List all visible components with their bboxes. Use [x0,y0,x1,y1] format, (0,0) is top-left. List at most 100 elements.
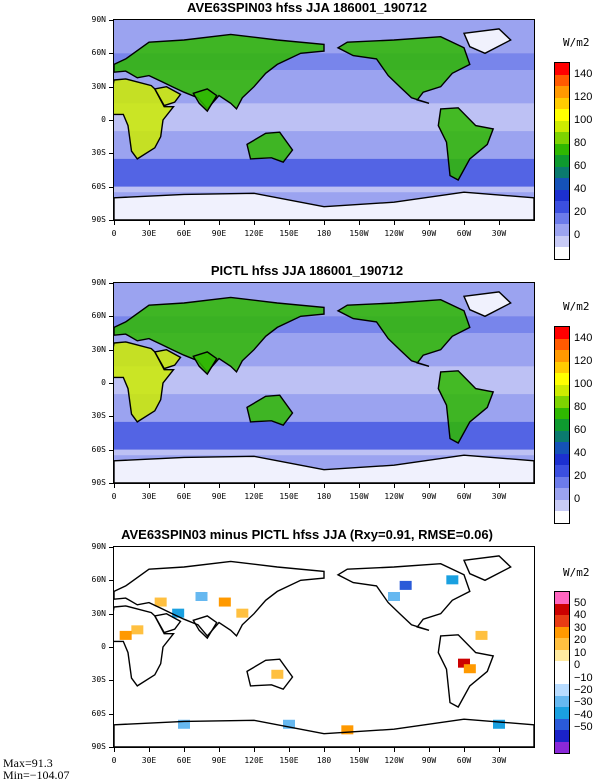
legend-swatch [555,465,569,477]
legend-swatch [555,120,569,132]
legend-label: 0 [574,659,581,672]
legend-swatch [555,638,569,650]
y-tick [109,120,114,121]
y-tick [109,713,114,715]
panel-3-title: AVE63SPIN03 minus PICTL hfss JJA (Rxy=0.… [121,527,493,542]
x-tick-label: 90W [421,756,437,765]
x-tick [429,747,430,752]
y-tick-label: 90S [91,215,106,224]
legend-swatch [555,350,569,362]
legend-swatch [555,212,569,224]
panel-2-units: W/m2 [563,300,590,313]
x-tick-label: 30E [141,229,157,238]
panel-2-legend [554,326,570,524]
x-tick-label: 90E [211,756,227,765]
legend-label: 120 [574,355,593,367]
continent-outline [114,560,325,638]
x-tick-label: 60E [176,229,192,238]
legend-swatch [555,63,569,75]
x-tick [359,483,360,488]
continent-outline [192,351,218,376]
x-tick-label: 0 [111,229,117,238]
legend-label: 140 [574,332,593,344]
x-tick-label: 60W [456,492,472,501]
y-tick [109,680,114,682]
x-tick [289,483,290,488]
x-tick-label: 60E [176,492,192,501]
legend-label: −20 [574,683,593,696]
y-tick [109,316,114,318]
legend-swatch [555,488,569,500]
x-tick [184,483,185,488]
legend-label: −30 [574,696,593,709]
legend-swatch [555,361,569,373]
x-tick [289,747,290,752]
x-tick [394,220,395,225]
x-tick [324,483,325,488]
legend-swatch [555,384,569,396]
anomaly-patch [131,625,144,635]
continent-outline [114,191,534,220]
x-tick [464,220,465,225]
ocean-band [114,186,534,193]
legend-label: −10 [574,671,593,684]
y-tick-label: 30N [91,608,106,618]
legend-label: 80 [574,137,587,149]
x-tick [394,747,395,752]
legend-swatch [555,235,569,247]
x-tick-label: 90E [211,229,227,238]
x-tick-label: 60W [456,229,472,238]
x-tick [499,220,500,225]
legend-swatch [555,499,569,511]
panel-2-title: PICTL hfss JJA 186001_190712 [210,263,404,278]
legend-swatch [555,327,569,339]
anomaly-patch [271,669,284,679]
panel-1-units: W/m2 [563,36,590,49]
x-tick [499,483,500,488]
legend-label: 60 [574,160,587,172]
legend-swatch [555,453,569,465]
panel-3-units: W/m2 [563,566,590,579]
anomaly-patch [283,719,295,729]
y-tick [109,283,114,284]
x-tick-label: 150E [279,229,299,238]
anomaly-patch [195,592,208,601]
continent-outline [246,394,294,427]
panel-1-legend [554,62,570,260]
legend-swatch [555,741,569,753]
anomaly-patch [172,608,185,618]
legend-swatch [555,143,569,155]
y-tick-label: 30S [91,148,106,158]
panel-1-title: AVE63SPIN03 hfss JJA 186001_190712 [187,0,427,15]
y-tick [109,580,114,582]
y-tick [109,220,114,221]
y-tick-label: 90N [91,15,106,24]
continent-outline [114,33,325,111]
x-tick-label: 0 [111,756,117,765]
y-tick-label: 30S [91,411,106,421]
x-tick-label: 150W [349,229,369,238]
x-tick-label: 120W [384,229,404,238]
y-tick-label: 90N [91,278,106,287]
x-tick [219,220,220,225]
legend-swatch [555,338,569,350]
legend-swatch [555,707,569,719]
x-tick-label: 120W [384,756,404,765]
x-tick-label: 180 [316,492,332,501]
legend-swatch [555,718,569,730]
x-tick-label: 30E [141,492,157,501]
x-tick [289,220,290,225]
legend-label: 10 [574,646,587,659]
anomaly-patch [475,630,488,640]
y-tick [109,416,114,418]
legend-swatch [555,730,569,742]
x-tick-label: 90E [211,492,227,501]
legend-swatch [555,684,569,696]
x-tick [359,220,360,225]
x-tick [324,220,325,225]
continent-outline [437,634,495,708]
x-tick [394,483,395,488]
legend-swatch [555,661,569,673]
legend-swatch [555,373,569,385]
y-tick-label: 30N [91,344,106,354]
